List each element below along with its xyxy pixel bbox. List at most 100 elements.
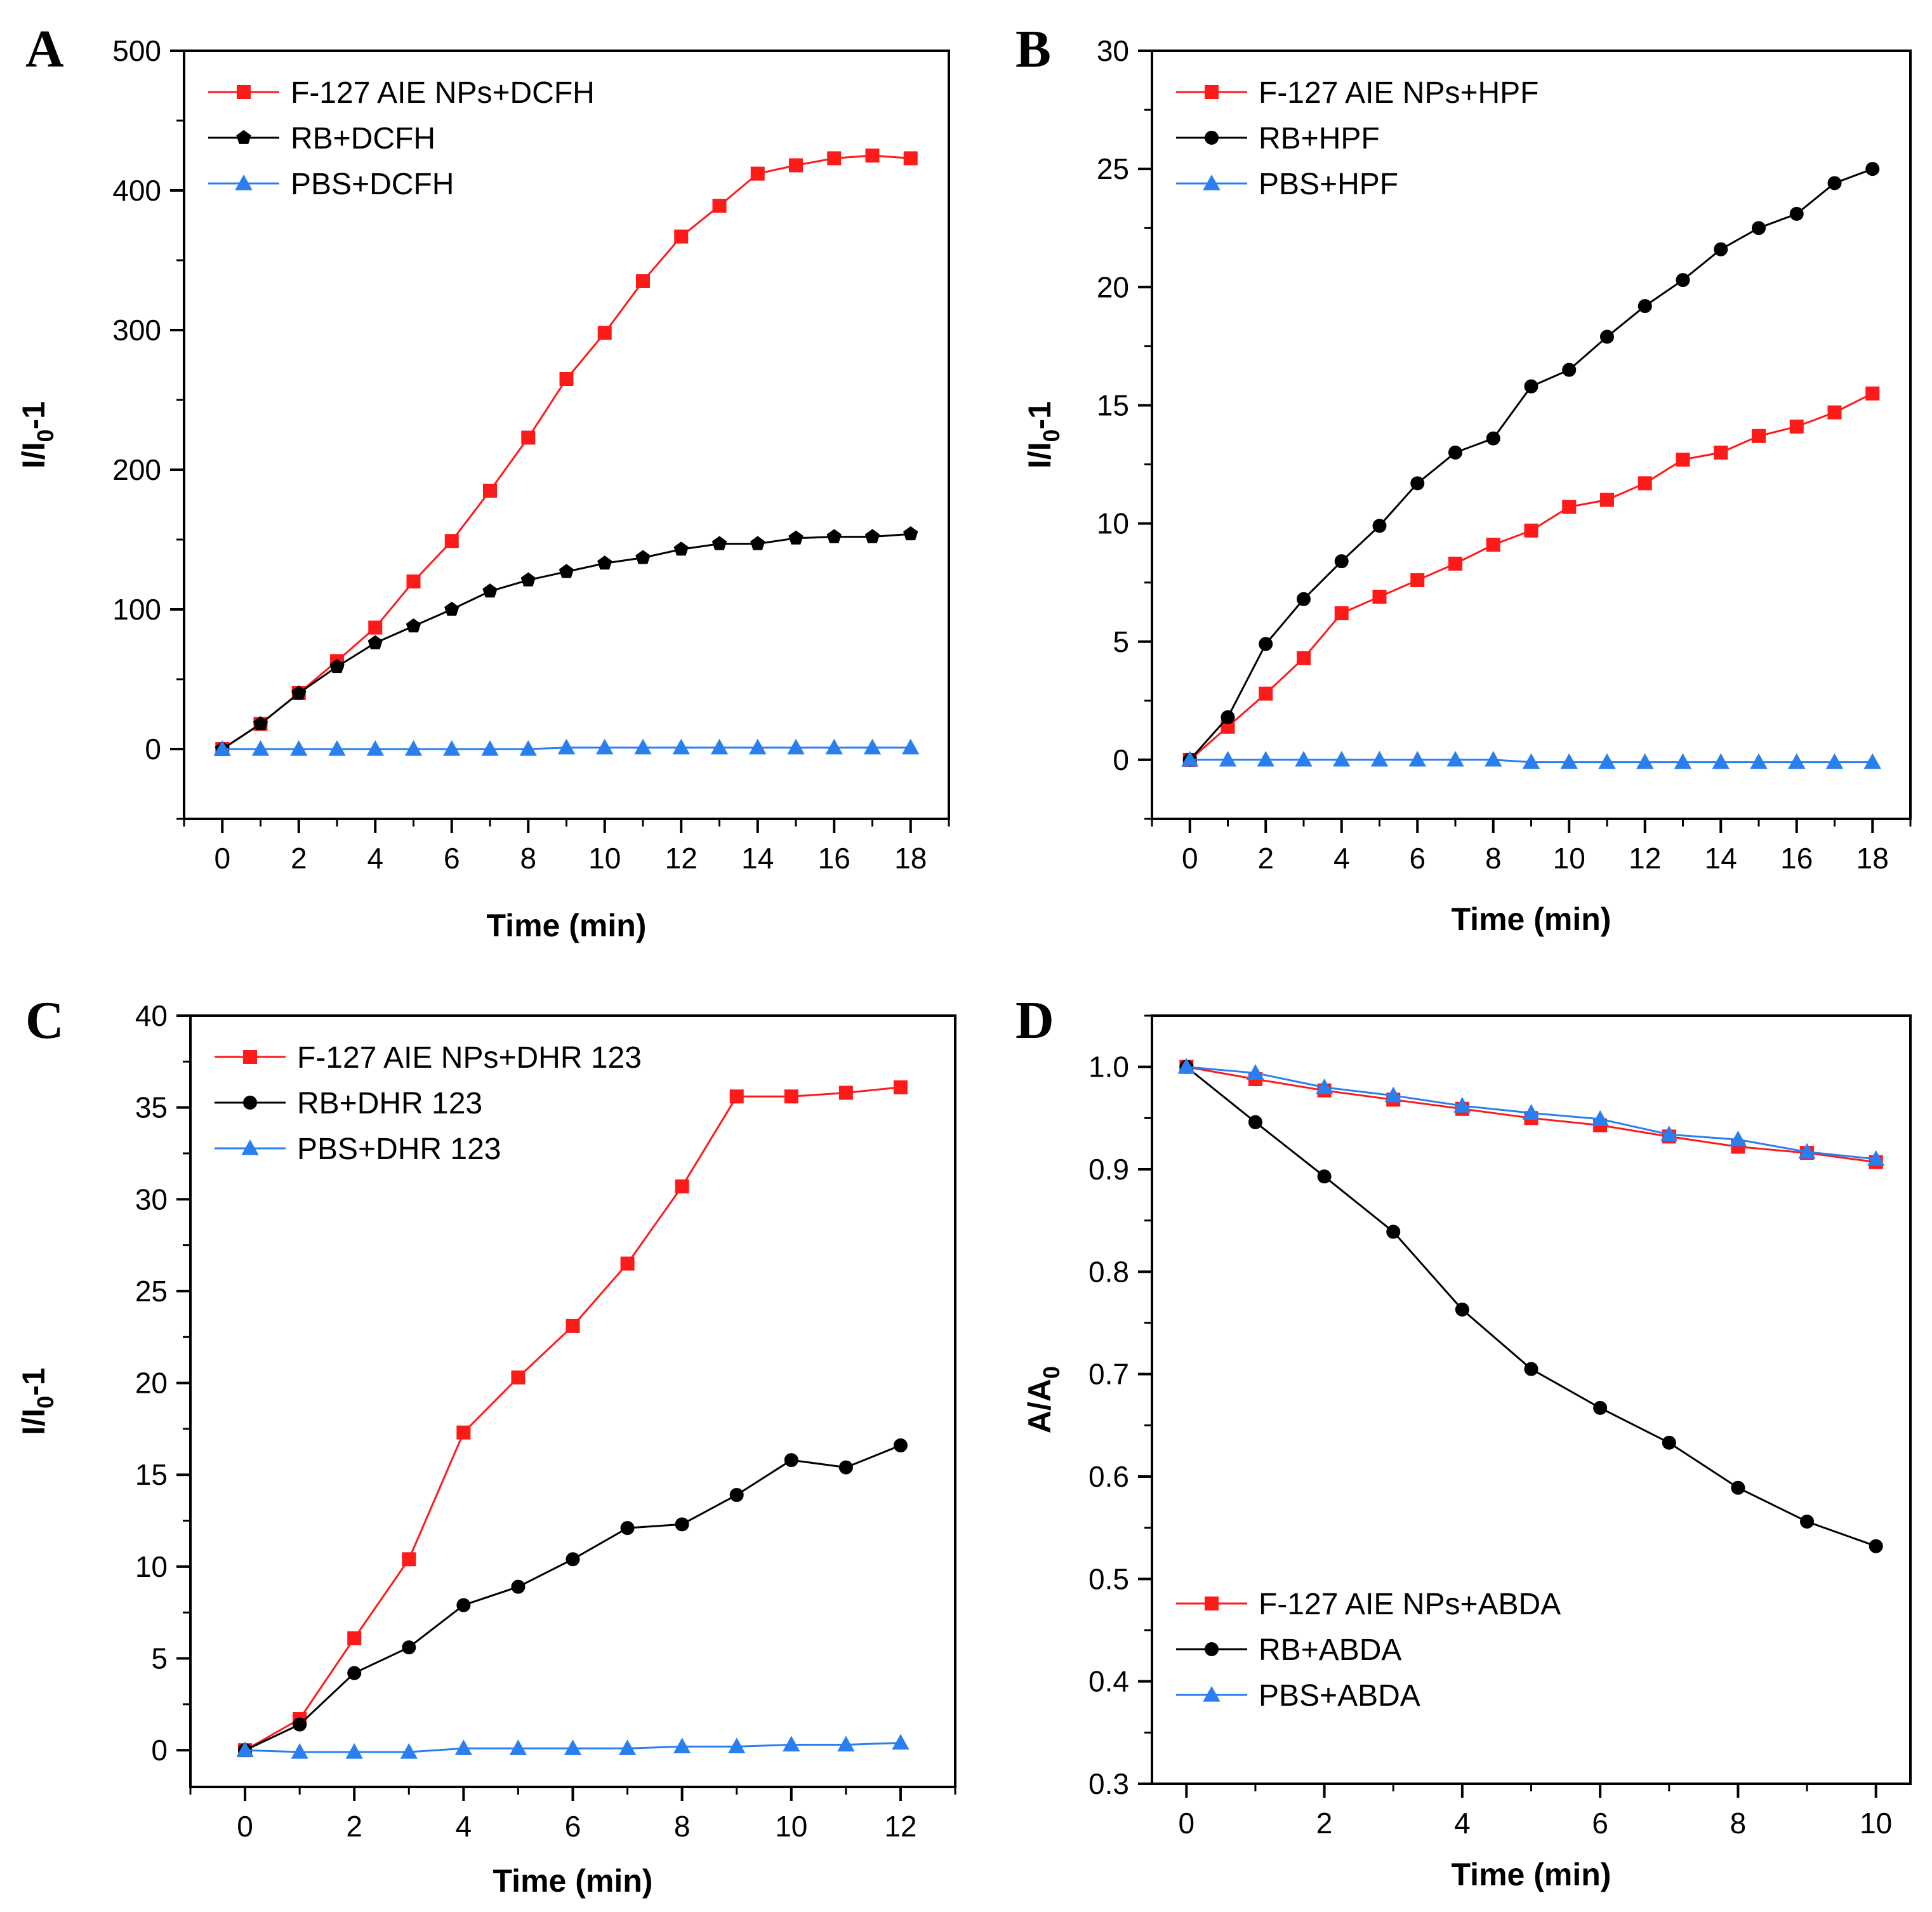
data-point-square [636, 274, 650, 288]
data-point-triangle [328, 740, 346, 756]
data-point-circle [1297, 592, 1311, 606]
legend-label: F-127 AIE NPs+DHR 123 [297, 1041, 642, 1075]
data-point-circle [566, 1552, 580, 1567]
data-point-triangle [1867, 1150, 1885, 1166]
data-point-circle [1455, 1303, 1469, 1317]
data-point-circle [347, 1666, 362, 1680]
y-tick-label: 35 [135, 1091, 168, 1124]
data-point-square [712, 199, 727, 213]
data-point-pentagon [673, 541, 689, 556]
data-point-triangle [1485, 750, 1502, 767]
y-axis-title-main: I/I [16, 1409, 51, 1435]
series-0 [215, 149, 918, 756]
y-axis-title-main: I/I [1022, 442, 1057, 468]
data-point-triangle [596, 738, 614, 755]
data-point-square [347, 1631, 362, 1645]
data-point-triangle [345, 1743, 363, 1759]
x-tick-label: 6 [1592, 1807, 1608, 1840]
legend-item: PBS+ABDA [1176, 1679, 1420, 1713]
data-point-triangle [1788, 753, 1806, 769]
data-point-circle [1731, 1480, 1745, 1495]
data-point-triangle [672, 738, 690, 755]
y-axis-title-subscript: 0 [32, 429, 58, 442]
x-tick-label: 10 [1860, 1807, 1892, 1840]
y-tick-label: 100 [112, 593, 161, 626]
series-line [244, 1086, 901, 1751]
data-point-triangle [1712, 753, 1730, 769]
data-point-square [1486, 538, 1500, 552]
data-point-square [827, 151, 842, 166]
data-point-triangle [557, 738, 576, 755]
plot-frame [189, 1014, 956, 1788]
data-point-square [511, 1370, 526, 1384]
series-1 [1182, 162, 1880, 767]
x-tick-label: 0 [237, 1810, 253, 1843]
x-tick-label: 18 [894, 842, 927, 875]
data-point-triangle [443, 740, 461, 756]
data-point-triangle [1598, 753, 1616, 769]
data-point-circle [1205, 1642, 1219, 1656]
y-axis-title: A/A0 [1022, 1366, 1064, 1433]
y-tick-label: 5 [1113, 625, 1129, 658]
series-line [1189, 392, 1873, 761]
data-point-pentagon [444, 601, 460, 616]
panel-d: D 0 2 4 6 8 10 0.3 0.4 0.5 0.6 0.7 0.8 0.9 1.0 Time (mi… [1016, 991, 1912, 1892]
series-0 [1182, 386, 1880, 767]
data-point-triangle [825, 738, 843, 755]
data-point-triangle [710, 738, 729, 755]
data-point-triangle [892, 1734, 910, 1750]
data-point-triangle [251, 740, 270, 756]
y-tick-label: 400 [112, 174, 161, 207]
data-point-circle [729, 1488, 744, 1503]
data-point-triangle [618, 1739, 637, 1755]
y-tick-label: 0.4 [1088, 1665, 1129, 1698]
legend-item: PBS+DHR 123 [215, 1132, 501, 1166]
panel-label: B [1016, 20, 1051, 79]
data-point-pentagon [482, 583, 498, 598]
data-point-square [1205, 85, 1219, 99]
y-axis-title-suffix: -1 [16, 1367, 51, 1395]
y-tick-label: 0 [151, 1734, 168, 1767]
data-point-triangle [1660, 1125, 1678, 1141]
x-axis-title: Time (min) [1452, 1857, 1611, 1892]
x-tick-label: 2 [1316, 1807, 1333, 1840]
y-tick-label: 500 [112, 34, 161, 67]
legend-label: RB+HPF [1259, 122, 1380, 156]
data-point-triangle [1295, 750, 1313, 767]
data-point-circle [1386, 1225, 1401, 1239]
x-tick-label: 16 [1780, 842, 1813, 875]
data-point-circle [1205, 131, 1219, 145]
legend: F-127 AIE NPs+DHR 123 RB+DHR 123 PBS+DHR 1… [215, 1041, 642, 1166]
x-tick-label: 12 [884, 1810, 916, 1843]
legend-item: RB+DCFH [208, 122, 435, 156]
data-point-pentagon [788, 530, 804, 545]
data-point-circle [243, 1096, 257, 1110]
x-tick-label: 2 [1257, 842, 1274, 875]
data-point-circle [1865, 162, 1880, 176]
x-tick-label: 0 [1182, 842, 1198, 875]
data-point-circle [838, 1460, 853, 1475]
data-point-square [903, 151, 918, 166]
data-point-triangle [1408, 750, 1426, 767]
data-point-circle [1827, 176, 1842, 190]
data-point-triangle [634, 738, 652, 755]
y-axis-title-main: A/A [1022, 1379, 1057, 1433]
x-tick-label: 16 [818, 842, 850, 875]
data-point-triangle [404, 740, 423, 756]
y-tick-label: 30 [135, 1183, 168, 1216]
series-line [1186, 1066, 1877, 1548]
data-point-square [1789, 419, 1804, 434]
data-point-triangle [1522, 753, 1540, 769]
data-point-triangle [1863, 753, 1881, 769]
data-point-triangle [1181, 750, 1199, 767]
data-point-circle [675, 1517, 689, 1532]
data-point-circle [1334, 554, 1349, 569]
data-point-square [1827, 405, 1842, 420]
y-tick-label: 25 [1097, 152, 1129, 185]
x-tick-label: 8 [520, 842, 536, 875]
y-tick-label: 20 [135, 1367, 168, 1400]
legend: F-127 AIE NPs+DCFH RB+DCFH PBS+DCFH [208, 76, 595, 201]
series-1 [215, 526, 918, 755]
data-point-square [674, 229, 689, 244]
